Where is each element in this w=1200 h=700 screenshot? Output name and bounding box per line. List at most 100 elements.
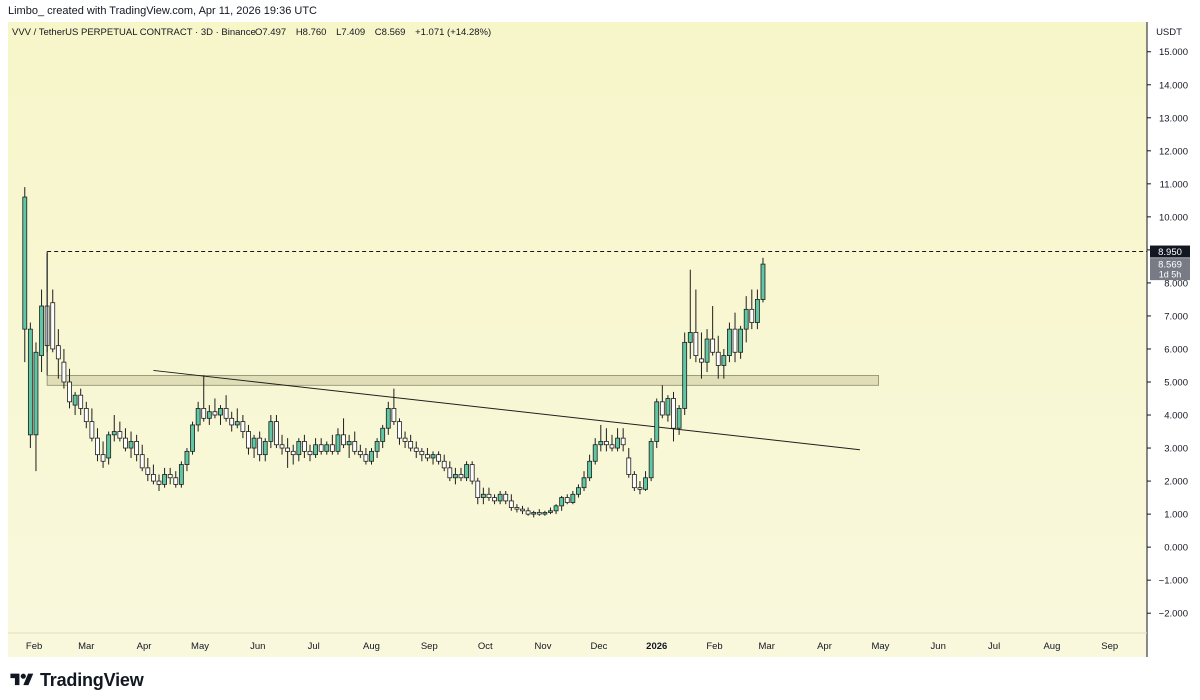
candle	[223, 395, 229, 422]
candle	[514, 504, 520, 513]
candle	[682, 332, 688, 416]
candle-body	[123, 437, 128, 449]
candle	[559, 495, 565, 511]
candle	[55, 329, 61, 379]
candle	[27, 322, 33, 449]
candle	[106, 431, 112, 465]
resistance-zone	[46, 374, 879, 386]
candle	[693, 289, 699, 363]
candle	[195, 401, 201, 432]
candle-body	[274, 421, 279, 446]
price-chart[interactable]: VVV / TetherUS PERPETUAL CONTRACT · 3D ·…	[8, 22, 1192, 657]
candle	[704, 329, 710, 373]
candle-body	[514, 507, 520, 510]
candle-body	[425, 454, 430, 459]
candle-body	[654, 401, 660, 442]
candle-body	[167, 474, 173, 479]
legend-high: H8.760	[296, 27, 327, 38]
candle	[290, 444, 296, 465]
currency-label[interactable]: USDT	[1156, 27, 1182, 38]
candle-body	[564, 497, 570, 503]
level-price-tag	[1150, 245, 1190, 258]
candle	[436, 451, 442, 465]
candle-body	[687, 332, 693, 343]
candle	[631, 471, 637, 491]
candle-body	[218, 408, 223, 416]
candle-body	[715, 351, 721, 366]
candle-body	[329, 444, 335, 452]
price-axis-label: −2.000	[1159, 609, 1188, 620]
candle-body	[603, 441, 609, 446]
candle-body	[699, 358, 704, 363]
candle-body	[581, 477, 587, 489]
candle	[643, 471, 648, 491]
candle	[458, 467, 464, 482]
candle	[184, 448, 190, 472]
candle-body	[39, 305, 44, 356]
price-axis-label: 3.000	[1164, 444, 1188, 455]
candle-body	[520, 508, 525, 512]
candle	[525, 507, 531, 516]
candle	[178, 461, 184, 488]
candle-body	[279, 444, 285, 449]
candle	[313, 438, 318, 458]
candle-body	[671, 398, 676, 429]
time-axis-label: Jul	[308, 641, 320, 652]
candle	[626, 448, 632, 478]
candle	[469, 461, 475, 485]
candle-body	[559, 497, 565, 507]
candle-body	[78, 394, 84, 409]
price-axis-label: 13.000	[1159, 113, 1188, 124]
brand-name: TradingView	[40, 669, 144, 690]
candle	[268, 415, 274, 449]
price-axis-label: 1.000	[1164, 510, 1188, 521]
candle-body	[436, 454, 442, 462]
candle-body	[83, 408, 89, 423]
candle	[162, 467, 167, 488]
candle-body	[363, 454, 369, 462]
candle-body	[738, 328, 744, 353]
tradingview-brand[interactable]: TradingView	[10, 668, 144, 692]
candle	[564, 494, 570, 505]
candle	[329, 434, 335, 455]
candle-body	[223, 408, 229, 419]
candle-body	[95, 437, 100, 456]
time-axis-label: Aug	[1043, 641, 1060, 652]
candle	[497, 490, 503, 505]
price-axis-label: −1.000	[1159, 576, 1188, 587]
candle	[173, 471, 179, 488]
candle	[240, 415, 246, 439]
candle	[548, 507, 553, 515]
candle-body	[492, 497, 497, 502]
candle	[676, 405, 682, 435]
candle-body	[665, 398, 671, 416]
candle	[33, 342, 39, 472]
candle-body	[268, 421, 274, 442]
candle	[654, 398, 660, 449]
candle-body	[251, 437, 257, 449]
candle	[363, 448, 369, 465]
chart-container[interactable]: VVV / TetherUS PERPETUAL CONTRACT · 3D ·…	[8, 22, 1192, 657]
candle-body	[369, 450, 374, 462]
time-axis-label: Sep	[1101, 641, 1118, 652]
candle-body	[503, 493, 509, 502]
trendline	[153, 369, 860, 451]
time-axis-label: Apr	[137, 641, 152, 652]
candle	[732, 312, 738, 363]
candle	[318, 438, 324, 455]
last-price-tag	[1150, 258, 1190, 281]
candle	[22, 187, 28, 363]
candle-body	[257, 437, 263, 456]
footer: TradingView	[0, 660, 1200, 700]
candle-body	[22, 196, 28, 330]
candle-body	[598, 441, 604, 446]
candle-body	[587, 460, 593, 479]
candle-body	[760, 263, 766, 300]
candle-body	[447, 467, 453, 479]
candle	[391, 388, 397, 425]
candle	[475, 477, 481, 505]
candle	[402, 431, 408, 449]
time-axis-label: Feb	[26, 641, 42, 652]
candle	[324, 441, 330, 455]
candle-body	[229, 417, 235, 426]
